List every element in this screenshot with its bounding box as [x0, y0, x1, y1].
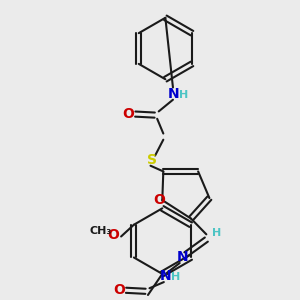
Text: N: N: [168, 87, 179, 100]
Text: CH₃: CH₃: [90, 226, 112, 236]
Text: O: O: [122, 107, 134, 121]
Text: N: N: [177, 250, 189, 265]
Text: H: H: [171, 272, 180, 282]
Text: O: O: [113, 283, 125, 297]
Text: O: O: [153, 193, 165, 207]
Text: O: O: [107, 228, 119, 242]
Text: N: N: [160, 269, 171, 283]
Text: H: H: [212, 228, 221, 239]
Text: H: H: [179, 89, 188, 100]
Text: S: S: [147, 153, 157, 167]
